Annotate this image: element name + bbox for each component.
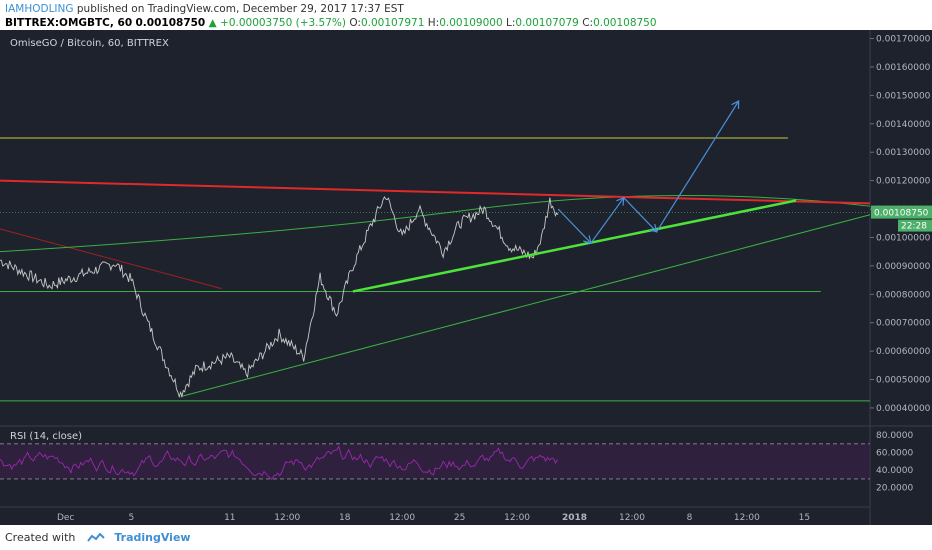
last-price: 0.00108750: [135, 17, 206, 29]
price-series-line: [0, 195, 559, 399]
countdown-badge: [898, 219, 932, 232]
close-value: 0.00108750: [593, 17, 657, 29]
time-tick-label: Dec: [57, 513, 74, 523]
time-tick-label: 15: [799, 513, 810, 523]
publish-info: published on TradingView.com, December 2…: [76, 3, 404, 15]
price-tick-label: 0.00170000: [876, 35, 931, 45]
high-value: 0.00109000: [439, 17, 503, 29]
price-tick-label: 0.00130000: [876, 148, 931, 158]
forecast-arrowhead: [648, 223, 658, 233]
author-link[interactable]: IAMHODLING: [5, 3, 74, 15]
rsi-series-line: [0, 445, 558, 481]
tradingview-brand[interactable]: TradingView: [114, 531, 191, 544]
price-tick-label: 0.00120000: [876, 177, 931, 187]
forecast-arrowhead: [583, 235, 592, 244]
price-tick-label: 0.00140000: [876, 120, 931, 130]
green-long-uptrend-line: [180, 214, 871, 398]
countdown-label: 22:28: [901, 222, 927, 232]
price-tick-label: 0.00080000: [876, 290, 931, 300]
low-label: L:: [506, 17, 516, 29]
close-label: C:: [582, 17, 594, 29]
tradingview-logo-icon: [87, 533, 105, 542]
price-tick-label: 0.00150000: [876, 91, 931, 101]
time-tick-label: 5: [128, 513, 134, 523]
price-tick-label: 0.00040000: [876, 404, 931, 414]
price-tick-label: 0.00050000: [876, 376, 931, 386]
rsi-tick-label: 40.0000: [876, 466, 913, 476]
time-tick-label: 12:00: [619, 513, 645, 523]
created-with-label: Created with: [5, 531, 76, 544]
time-tick-label: 25: [454, 513, 465, 523]
up-arrow-icon: ▲: [208, 17, 217, 29]
green-curved-line: [0, 195, 871, 253]
time-tick-label: 11: [224, 513, 235, 523]
rsi-tick-label: 20.0000: [876, 484, 913, 494]
price-change: +0.00003750 (+3.57%): [220, 17, 346, 29]
time-tick-label: 12:00: [389, 513, 415, 523]
rsi-tick-label: 80.0000: [876, 431, 913, 441]
forecast-path: [557, 100, 740, 245]
open-value: 0.00107971: [360, 17, 425, 29]
rsi-title: RSI (14, close): [10, 431, 82, 442]
time-tick-label: 12:00: [504, 513, 530, 523]
time-tick-label: 2018: [562, 513, 587, 523]
time-tick-label: 12:00: [274, 513, 300, 523]
support-trendline: [352, 199, 797, 293]
time-tick-label: 12:00: [734, 513, 760, 523]
price-tick-label: 0.00060000: [876, 347, 931, 357]
open-label: O:: [349, 17, 361, 29]
time-tick-label: 18: [339, 513, 351, 523]
price-tick-label: 0.00090000: [876, 262, 931, 272]
chart-svg[interactable]: 0.00170000 0.00160000 0.00150000 0.00140000…: [0, 30, 932, 525]
high-label: H:: [427, 17, 440, 29]
symbol-label: BITTREX:OMGBTC, 60: [5, 17, 133, 29]
resistance-trendline: [0, 179, 871, 205]
low-value: 0.00107079: [515, 17, 579, 29]
price-tick-label: 0.00100000: [876, 233, 931, 243]
chart-title: OmiseGO / Bitcoin, 60, BITTREX: [10, 38, 169, 49]
red-downtrend-line: [0, 228, 222, 290]
time-tick-label: 8: [687, 513, 693, 523]
rsi-band-fill: [0, 443, 870, 479]
price-tick-label: 0.00070000: [876, 319, 931, 329]
last-price-badge: [871, 205, 932, 219]
last-price-label: 0.00108750: [874, 209, 929, 219]
chart-header: IAMHODLING published on TradingView.com,…: [0, 0, 932, 30]
forecast-arrowhead: [616, 196, 625, 206]
rsi-tick-label: 60.0000: [876, 449, 913, 459]
price-tick-label: 0.00160000: [876, 63, 931, 73]
footer: Created with TradingView: [0, 525, 932, 550]
forecast-arrowhead: [731, 100, 740, 110]
chart-area[interactable]: 0.00170000 0.00160000 0.00150000 0.00140000…: [0, 30, 932, 525]
